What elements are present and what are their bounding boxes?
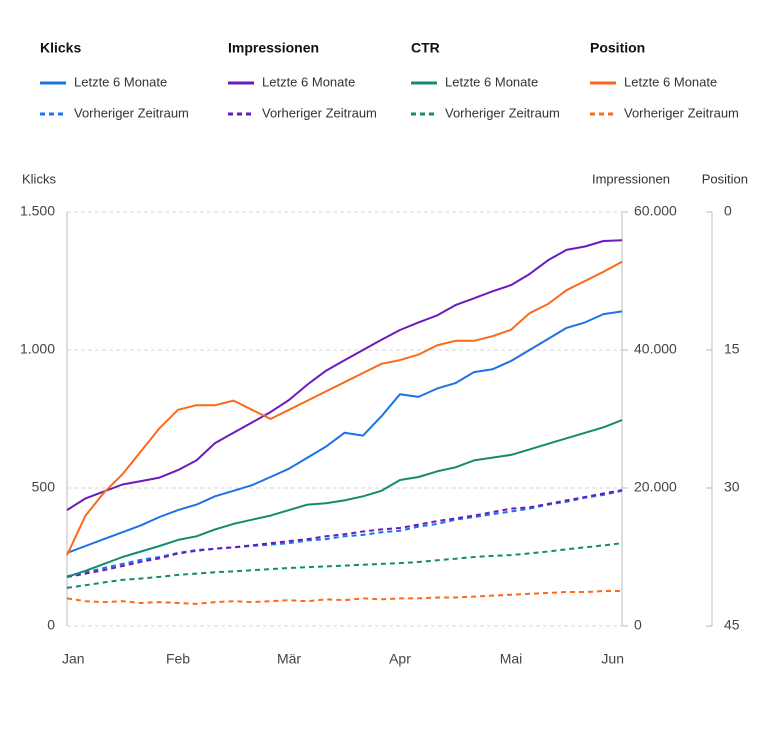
x-tick-label: Mär <box>277 651 301 667</box>
series-line <box>66 489 623 578</box>
legend-group-title: Position <box>590 40 645 56</box>
series-line <box>66 489 623 578</box>
series-line <box>66 590 622 605</box>
series-line <box>66 419 623 578</box>
legend-label: Letzte 6 Monate <box>262 74 355 89</box>
legend-label: Vorheriger Zeitraum <box>262 105 377 120</box>
legend-label: Letzte 6 Monate <box>624 74 717 89</box>
x-tick-label: Jan <box>62 651 85 667</box>
legend-label: Letzte 6 Monate <box>445 74 538 89</box>
y-tick-label: 1.000 <box>20 341 55 357</box>
y2-axis-label: Impressionen <box>592 171 670 186</box>
x-tick-label: Feb <box>166 651 190 667</box>
y2-tick-label: 40.000 <box>634 341 677 357</box>
legend-group-title: CTR <box>411 40 440 56</box>
y-tick-label: 500 <box>32 479 56 495</box>
y2-tick-label: 20.000 <box>634 479 677 495</box>
y2-tick-label: 0 <box>634 617 642 633</box>
x-tick-label: Apr <box>389 651 411 667</box>
y3-tick-label: 45 <box>724 617 740 633</box>
legend-group-title: Klicks <box>40 40 81 56</box>
y-axis-label: Klicks <box>22 171 56 186</box>
legend-group-title: Impressionen <box>228 40 319 56</box>
legend-label: Letzte 6 Monate <box>74 74 167 89</box>
y-tick-label: 1.500 <box>20 203 55 219</box>
series-line <box>66 260 623 556</box>
legend-label: Vorheriger Zeitraum <box>445 105 560 120</box>
series-line <box>66 542 623 589</box>
y-tick-label: 0 <box>47 617 55 633</box>
series-line <box>66 239 623 511</box>
y2-tick-label: 60.000 <box>634 203 677 219</box>
x-tick-label: Jun <box>601 651 624 667</box>
y3-axis-label: Position <box>702 171 748 186</box>
series-line <box>66 310 623 554</box>
legend-label: Vorheriger Zeitraum <box>624 105 739 120</box>
y3-tick-label: 15 <box>724 341 740 357</box>
y3-tick-label: 0 <box>724 203 732 219</box>
y3-tick-label: 30 <box>724 479 740 495</box>
legend-label: Vorheriger Zeitraum <box>74 105 189 120</box>
x-tick-label: Mai <box>500 651 523 667</box>
